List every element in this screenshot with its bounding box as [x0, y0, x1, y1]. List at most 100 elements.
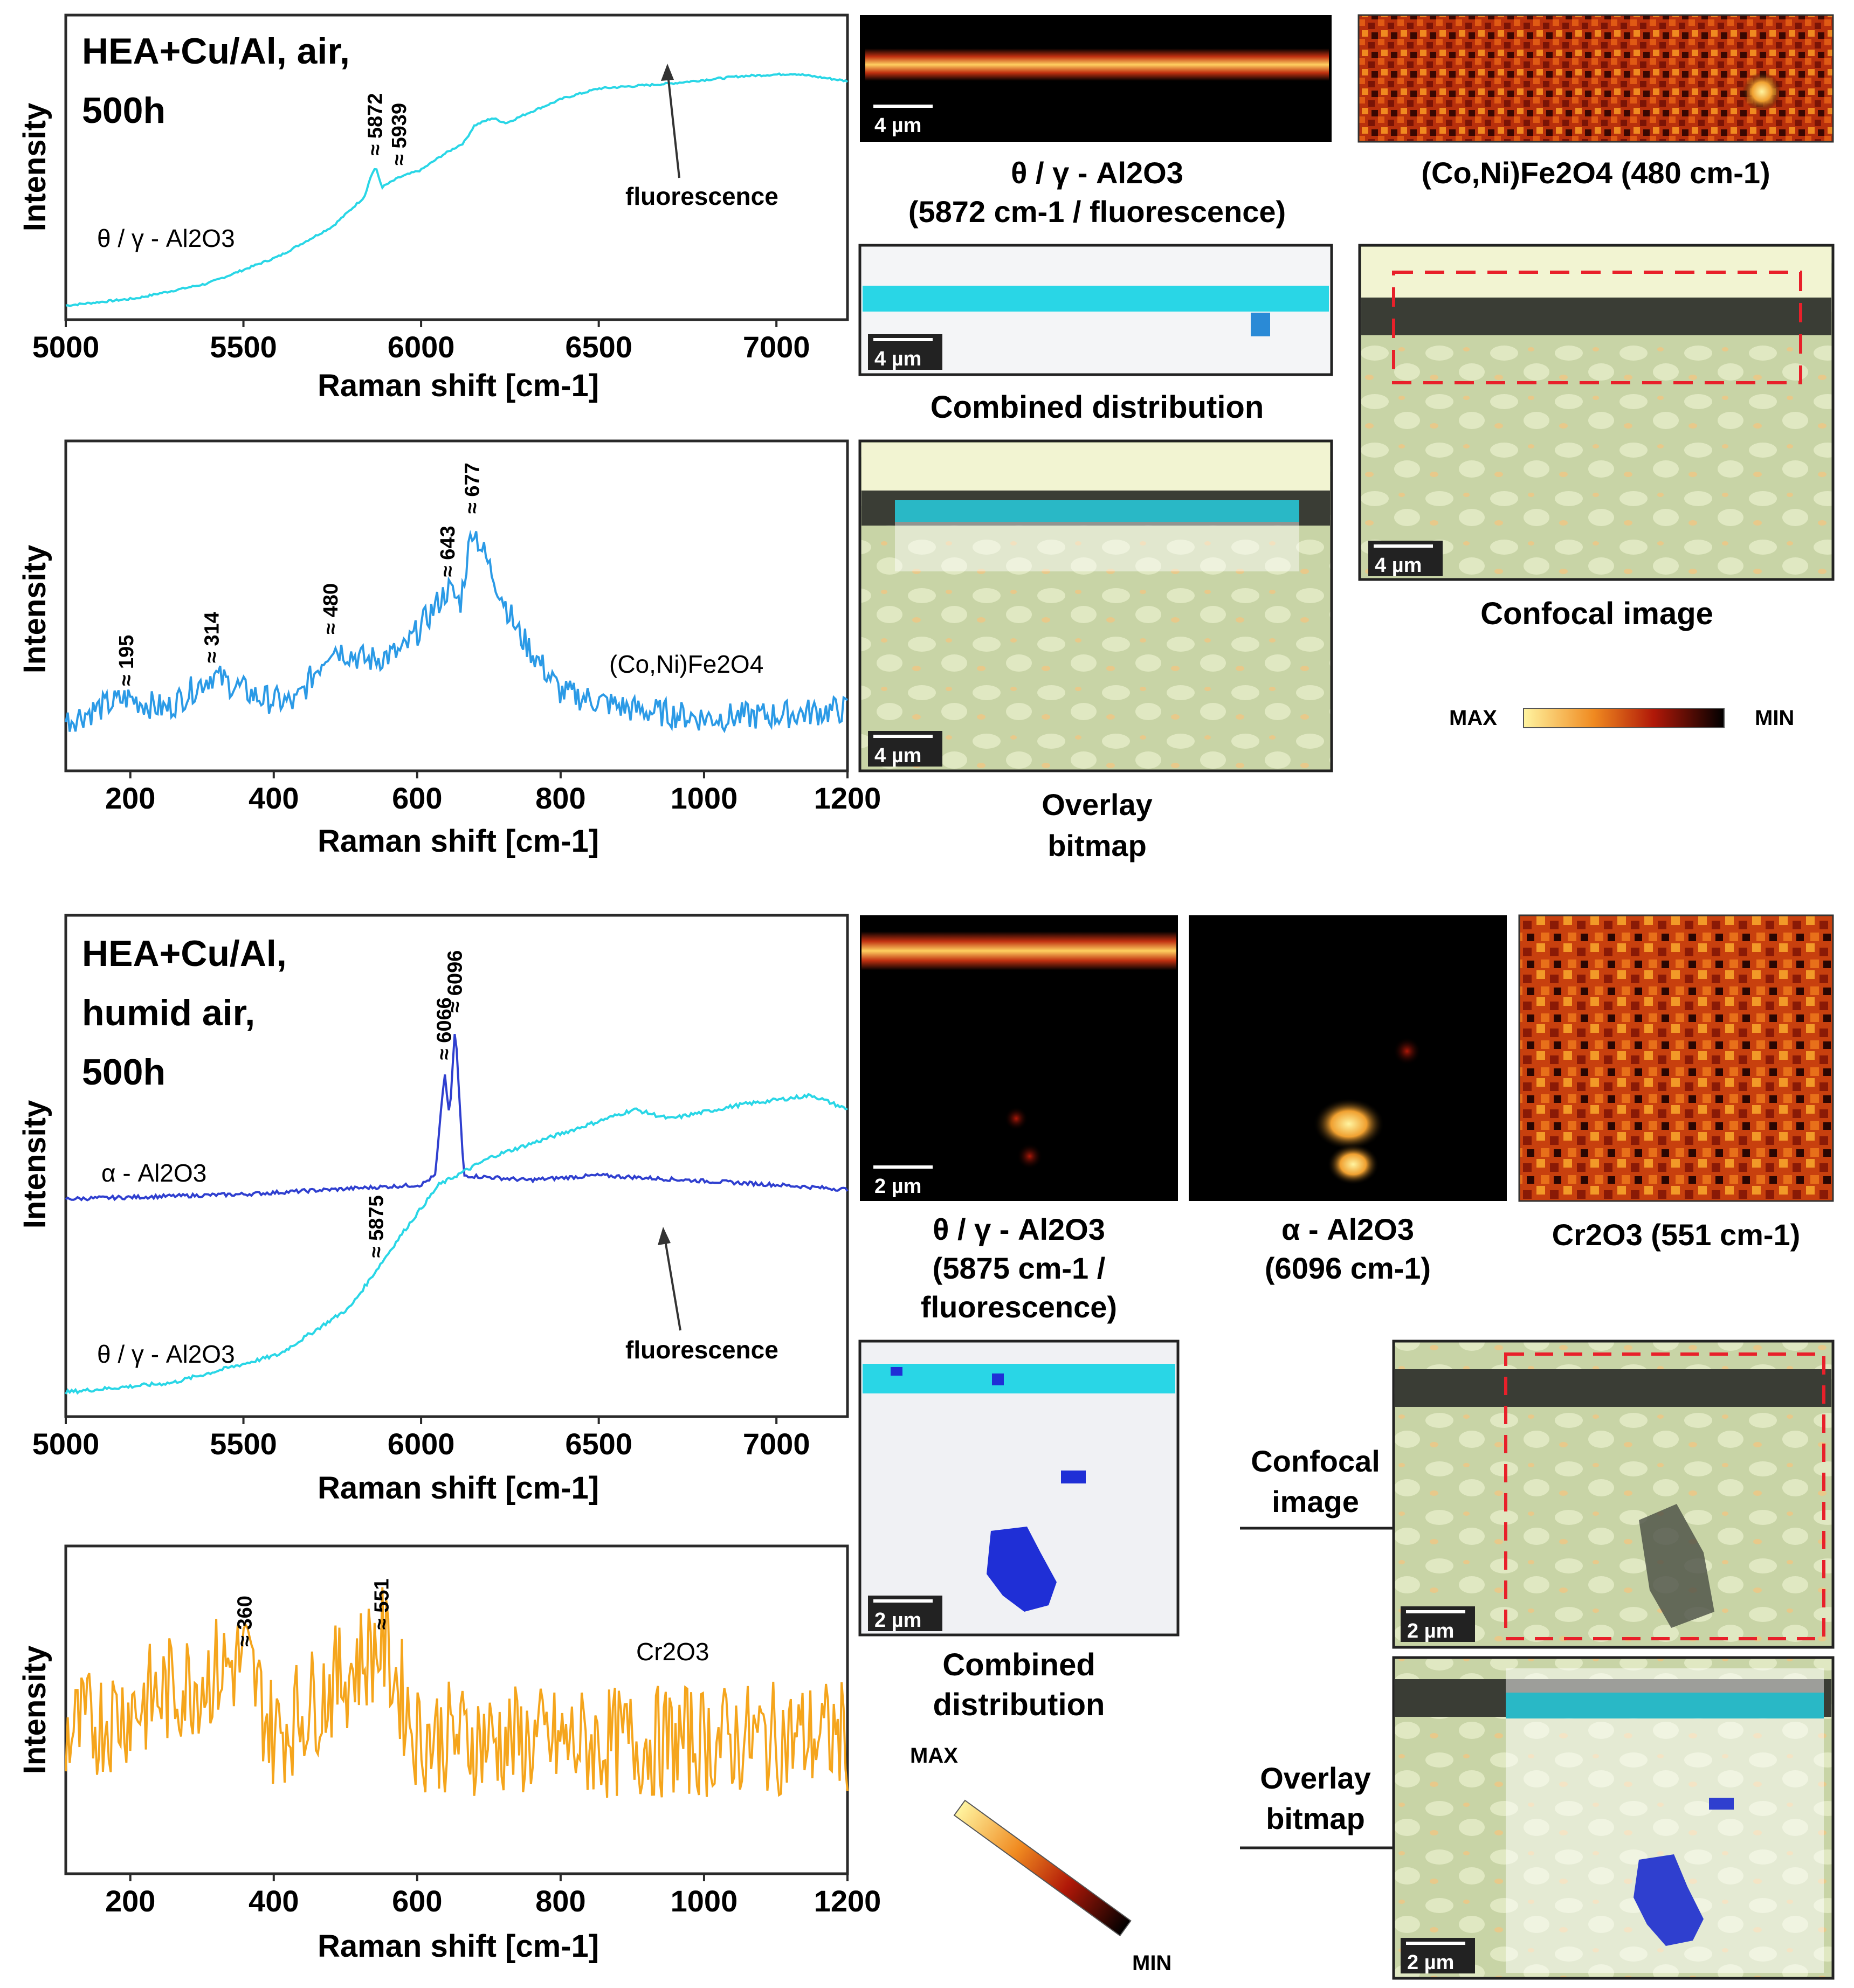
map-caption-line-2: (5872 cm-1 / fluorescence) — [908, 195, 1286, 229]
x-tick-label: 800 — [535, 781, 585, 815]
colorbar-min-label: MIN — [1132, 1951, 1171, 1975]
annotation-arrow — [663, 1234, 681, 1331]
x-axis-label: Raman shift [cm-1] — [318, 368, 599, 403]
cyan-overlay — [1506, 1693, 1824, 1718]
x-tick-label: 5500 — [210, 330, 277, 364]
map-caption-line-1: θ / γ - Al2O3 — [933, 1212, 1105, 1246]
map-overlay-air: 4 µm Overlay bitmap — [858, 439, 1333, 862]
map-caption-line-1: Confocal — [1251, 1444, 1380, 1478]
plot-title-line-2: 500h — [82, 90, 166, 131]
annotation-fluorescence: fluorescence — [625, 1336, 778, 1364]
map-caption-line-1: Combined — [942, 1647, 1095, 1682]
x-tick-group: 200 400 600 800 1000 1200 — [105, 771, 881, 815]
series-label: Cr2O3 — [636, 1638, 709, 1666]
peak-label: ≈ 643 — [437, 526, 459, 577]
series-line — [65, 72, 849, 307]
weak-spot — [1393, 1037, 1421, 1065]
map-caption: Confocal image — [1480, 596, 1713, 631]
x-tick-label: 1000 — [671, 781, 738, 815]
peak-label-group: ≈ 5872 ≈ 5939 — [364, 93, 411, 165]
hot-spot — [1313, 1098, 1384, 1150]
series-label: θ / γ - Al2O3 — [97, 1340, 235, 1368]
map-image — [1518, 914, 1834, 1202]
light-overlay — [895, 522, 1299, 571]
map-confocal-air: 4 µm Confocal image — [1358, 244, 1835, 631]
peak-label: ≈ 6096 — [444, 950, 466, 1013]
weak-spot — [1004, 1107, 1028, 1130]
peak-label: ≈ 314 — [201, 612, 223, 663]
peak-label-group: ≈ 195 ≈ 314 ≈ 480 ≈ 643≈ 677 — [115, 463, 484, 686]
series-line — [65, 1034, 849, 1202]
plot-air-alumina: 5000 5500 6000 6500 7000 ≈ 5872 ≈ 5939 HEA+Cu… — [17, 13, 849, 403]
series-label: θ / γ - Al2O3 — [97, 224, 235, 252]
x-tick-label: 1200 — [814, 781, 881, 815]
cyan-band — [863, 286, 1329, 312]
peak-label: ≈ 6066 — [433, 997, 456, 1060]
scale-label: 2 µm — [874, 1175, 921, 1198]
peak-label: ≈ 195 — [115, 635, 138, 686]
map-caption: (Co,Ni)Fe2O4 (480 cm-1) — [1421, 156, 1770, 190]
x-tick-label: 400 — [249, 1884, 299, 1918]
series-line — [65, 1093, 848, 1395]
scale-label: 4 µm — [874, 744, 921, 767]
colorbar-frame — [938, 1796, 1132, 1801]
series-label: (Co,Ni)Fe2O4 — [609, 650, 763, 678]
scale-label: 2 µm — [1407, 1951, 1454, 1974]
map-caption-line-1: θ / γ - Al2O3 — [1011, 156, 1183, 190]
x-tick-label: 7000 — [743, 1427, 810, 1461]
scale-label: 2 µm — [1407, 1620, 1454, 1642]
map-caption: Combined distribution — [931, 390, 1264, 425]
blue-cluster — [1634, 1854, 1704, 1946]
series-line — [65, 529, 849, 734]
x-tick-label: 6000 — [388, 330, 455, 364]
plot-title-line-1: HEA+Cu/Al, — [82, 933, 287, 974]
blue-spot — [1709, 1798, 1734, 1810]
map-chromia-humid: Cr2O3 (551 cm-1) — [1518, 914, 1834, 1252]
x-tick-label: 200 — [105, 1884, 155, 1918]
scale-label: 4 µm — [874, 348, 921, 370]
x-tick-label: 600 — [392, 781, 442, 815]
plot-title-line-3: 500h — [82, 1052, 166, 1093]
map-confocal-humid: 2 µm Confocal image — [1240, 1340, 1835, 1649]
plot-frame — [64, 439, 849, 772]
scale-label: 2 µm — [874, 1609, 921, 1632]
blue-spot — [1251, 313, 1270, 336]
x-tick-label: 6000 — [388, 1427, 455, 1461]
selection-box — [1504, 1352, 1825, 1640]
x-tick-label: 600 — [392, 1884, 442, 1918]
series-line — [65, 1587, 849, 1798]
selection-box — [1392, 271, 1802, 384]
y-axis-label: Intensity — [17, 545, 52, 674]
map-caption-line-2: distribution — [933, 1687, 1105, 1722]
x-tick-group: 200 400 600 800 1000 1200 — [105, 1874, 881, 1918]
colorbar-max-label: MAX — [1449, 706, 1497, 730]
cyan-overlay — [895, 500, 1299, 522]
map-overlay-humid: 2 µm Overlay bitmap — [1240, 1656, 1835, 1980]
colorbar-top: MAX MIN — [1449, 706, 1794, 730]
hot-spot — [1327, 1144, 1379, 1185]
arrow-head — [658, 1227, 671, 1245]
map-combined-humid: 2 µm Combined distribution — [858, 1340, 1180, 1722]
map-theta-humid: 2 µm θ / γ - Al2O3 (5875 cm-1 / fluoresc… — [860, 915, 1178, 1324]
plot-title-line-1: HEA+Cu/Al, air, — [82, 31, 350, 72]
blue-cluster — [987, 1527, 1057, 1612]
map-caption-line-1: Overlay — [1042, 788, 1153, 822]
top-strip — [861, 443, 1330, 491]
hot-spot — [1742, 72, 1781, 111]
x-axis-label: Raman shift [cm-1] — [318, 824, 599, 859]
map-caption: Cr2O3 (551 cm-1) — [1552, 1218, 1801, 1252]
x-tick-group: 5000 5500 6000 6500 7000 — [32, 1417, 810, 1461]
peak-label: ≈ 5872 — [364, 93, 387, 156]
map-caption-line-1: Overlay — [1260, 1761, 1371, 1795]
plot-frame — [64, 13, 849, 321]
peak-label: ≈ 360 — [234, 1596, 257, 1647]
map-caption-line-1: α - Al2O3 — [1281, 1212, 1414, 1246]
colorbar — [953, 1799, 1132, 1937]
peak-label: ≈ 480 — [320, 583, 342, 634]
dark-region — [1639, 1504, 1714, 1628]
hot-band — [861, 931, 1176, 970]
x-tick-label: 200 — [105, 781, 155, 815]
oxide-band — [1395, 1369, 1831, 1407]
peak-label-group: ≈ 6066≈ 6096 ≈ 5875 — [366, 950, 467, 1258]
